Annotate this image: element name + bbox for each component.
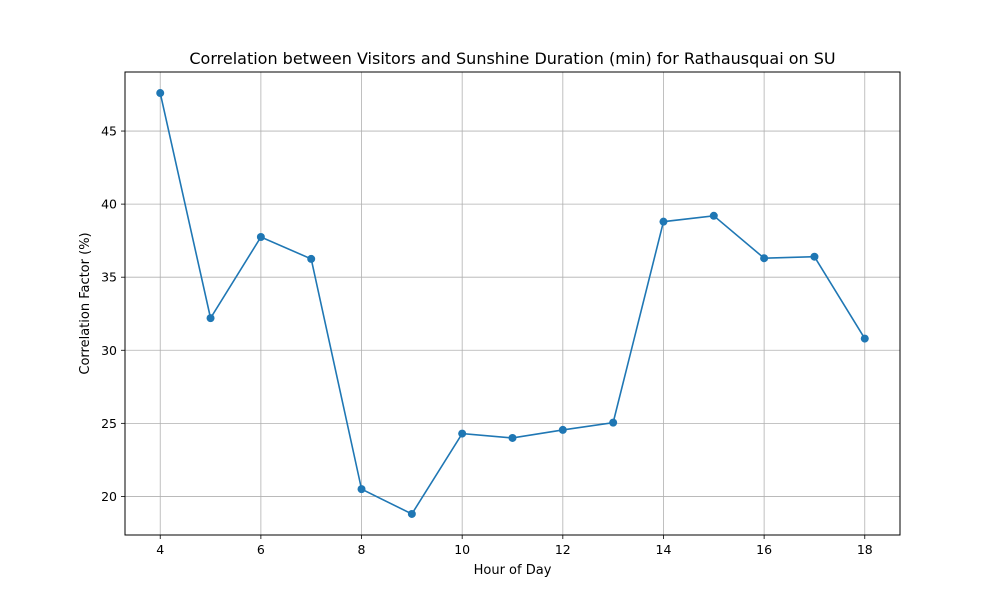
x-tick-label: 8 bbox=[358, 542, 366, 557]
data-point bbox=[659, 217, 668, 226]
tick-layer: 4 6 8 10 12 14 16 18 20 25 30 35 40 45 bbox=[101, 124, 873, 557]
x-tick-label: 6 bbox=[257, 542, 265, 557]
data-point bbox=[609, 418, 618, 427]
x-tick-label: 12 bbox=[555, 542, 571, 557]
x-tick-label: 16 bbox=[756, 542, 772, 557]
data-point bbox=[256, 233, 265, 242]
data-point bbox=[558, 425, 567, 434]
data-point bbox=[860, 334, 869, 343]
data-point bbox=[357, 485, 366, 494]
data-point bbox=[206, 314, 215, 323]
data-point bbox=[307, 254, 316, 263]
data-point bbox=[810, 252, 819, 261]
chart-title: Correlation between Visitors and Sunshin… bbox=[189, 49, 835, 68]
data-point bbox=[407, 509, 416, 518]
data-point bbox=[458, 429, 467, 438]
data-point bbox=[156, 89, 165, 98]
x-tick-label: 10 bbox=[454, 542, 470, 557]
y-tick-label: 20 bbox=[101, 489, 117, 504]
y-tick-label: 35 bbox=[101, 270, 117, 285]
y-tick-label: 25 bbox=[101, 416, 117, 431]
series-layer bbox=[156, 89, 869, 518]
x-tick-label: 14 bbox=[656, 542, 672, 557]
data-point bbox=[760, 254, 769, 263]
data-point bbox=[709, 211, 718, 220]
x-axis-label: Hour of Day bbox=[474, 563, 552, 578]
data-point bbox=[508, 433, 517, 442]
y-tick-label: 30 bbox=[101, 343, 117, 358]
plot-frame bbox=[124, 71, 901, 536]
x-tick-label: 18 bbox=[857, 542, 873, 557]
y-tick-label: 40 bbox=[101, 197, 117, 212]
y-tick-label: 45 bbox=[101, 124, 117, 139]
x-tick-label: 4 bbox=[156, 542, 164, 557]
y-axis-label: Correlation Factor (%) bbox=[78, 232, 93, 374]
grid bbox=[125, 72, 900, 535]
